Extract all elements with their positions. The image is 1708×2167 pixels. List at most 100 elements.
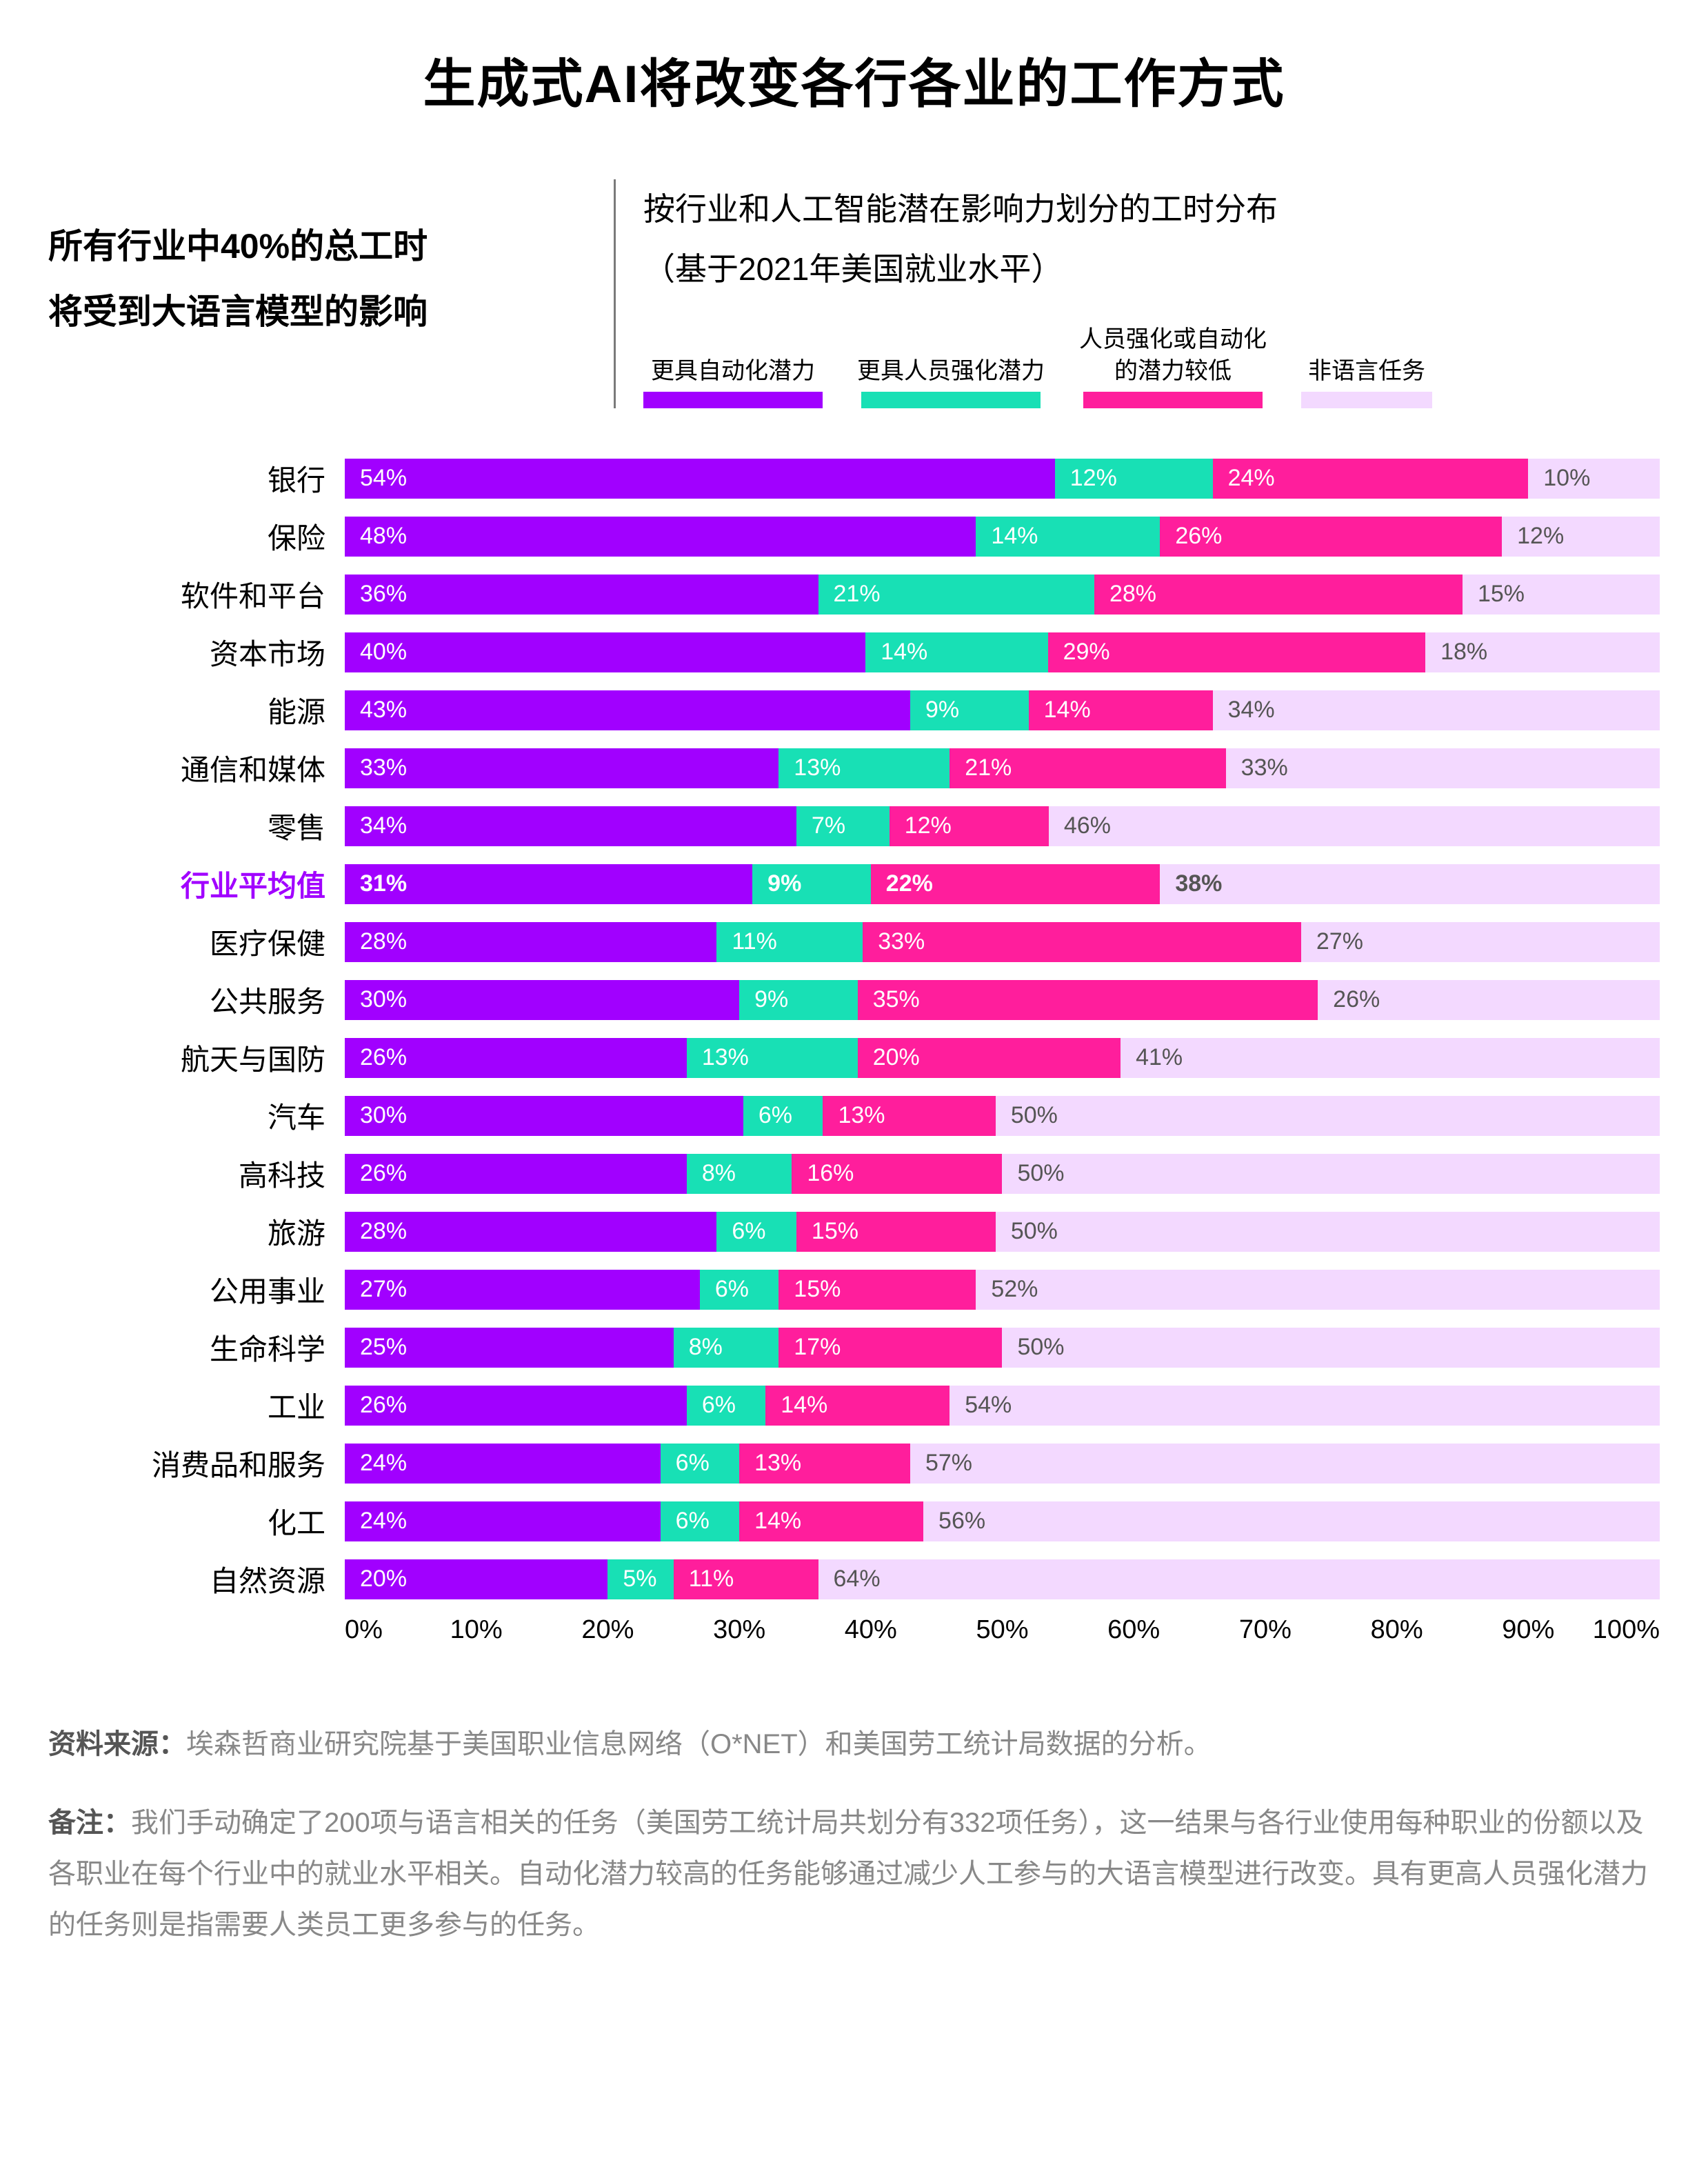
legend-swatch (861, 392, 1041, 408)
bar-segment: 6% (716, 1212, 796, 1252)
axis-tick: 60% (1107, 1615, 1160, 1645)
legend-label: 更具人员强化潜力 (857, 356, 1045, 388)
row-label: 自然资源 (48, 1550, 345, 1608)
table-row: 27%6%15%52% (345, 1261, 1660, 1319)
intro-right-line1: 按行业和人工智能潜在影响力划分的工时分布 (643, 179, 1660, 239)
row-label: 高科技 (48, 1145, 345, 1203)
source-lead: 资料来源： (48, 1729, 186, 1759)
table-row: 40%14%29%18% (345, 623, 1660, 681)
stacked-bar: 26%13%20%41% (345, 1038, 1660, 1078)
bar-segment: 28% (345, 1212, 716, 1252)
table-row: 31%9%22%38% (345, 855, 1660, 913)
bar-segment: 14% (865, 632, 1047, 672)
bar-segment: 54% (950, 1386, 1660, 1426)
bar-segment: 6% (743, 1096, 823, 1136)
note-lead: 备注： (48, 1808, 131, 1838)
table-row: 25%8%17%50% (345, 1319, 1660, 1377)
bar-segment: 33% (863, 922, 1301, 962)
legend-item: 非语言任务 (1301, 356, 1432, 408)
bar-segment: 6% (687, 1386, 765, 1426)
stacked-bar: 31%9%22%38% (345, 864, 1660, 904)
legend-item: 更具人员强化潜力 (857, 356, 1045, 408)
row-label: 消费品和服务 (48, 1435, 345, 1492)
bar-segment: 22% (871, 864, 1161, 904)
row-label: 旅游 (48, 1203, 345, 1261)
stacked-bar: 36%21%28%15% (345, 575, 1660, 615)
table-row: 36%21%28%15% (345, 566, 1660, 623)
legend-label: 非语言任务 (1308, 356, 1425, 388)
bar-segment: 14% (1029, 690, 1213, 730)
bar-segment: 16% (792, 1154, 1002, 1194)
bar-segment: 50% (996, 1212, 1660, 1252)
bar-segment: 18% (1425, 632, 1660, 672)
intro-row: 所有行业中40%的总工时 将受到大语言模型的影响 按行业和人工智能潜在影响力划分… (48, 179, 1660, 408)
stacked-bar: 24%6%14%56% (345, 1501, 1660, 1541)
axis-tick: 40% (845, 1615, 897, 1645)
bar-segment: 36% (345, 575, 818, 615)
bar-segment: 52% (976, 1270, 1660, 1310)
bar-segment: 6% (661, 1501, 739, 1541)
axis-tick: 0% (345, 1615, 383, 1645)
intro-right-line2: （基于2021年美国就业水平） (643, 239, 1660, 299)
table-row: 43%9%14%34% (345, 681, 1660, 739)
axis-tick: 80% (1371, 1615, 1423, 1645)
stacked-bar: 54%12%24%10% (345, 459, 1660, 499)
bar-segment: 14% (765, 1386, 950, 1426)
bar-segment: 10% (1528, 459, 1660, 499)
row-label: 零售 (48, 797, 345, 855)
bar-segment: 6% (661, 1444, 739, 1484)
bar-segment: 17% (778, 1328, 1002, 1368)
row-label: 公共服务 (48, 971, 345, 1029)
bar-segment: 11% (716, 922, 863, 962)
table-row: 24%6%13%57% (345, 1435, 1660, 1492)
chart-area: 银行保险软件和平台资本市场能源通信和媒体零售行业平均值医疗保健公共服务航天与国防… (48, 450, 1660, 1657)
bar-segment: 31% (345, 864, 752, 904)
row-label: 航天与国防 (48, 1029, 345, 1087)
table-row: 48%14%26%12% (345, 508, 1660, 566)
bar-segment: 11% (674, 1559, 818, 1599)
bar-segment: 28% (345, 922, 716, 962)
bar-segment: 33% (345, 748, 778, 788)
bar-segment: 9% (910, 690, 1029, 730)
legend-swatch (1301, 392, 1432, 408)
bar-segment: 30% (345, 980, 739, 1020)
stacked-bar: 20%5%11%64% (345, 1559, 1660, 1599)
bar-segment: 57% (910, 1444, 1660, 1484)
row-label: 软件和平台 (48, 566, 345, 623)
source-text: 埃森哲商业研究院基于美国职业信息网络（O*NET）和美国劳工统计局数据的分析。 (186, 1729, 1212, 1759)
bar-segment: 25% (345, 1328, 674, 1368)
row-label: 资本市场 (48, 623, 345, 681)
stacked-bar: 26%8%16%50% (345, 1154, 1660, 1194)
row-label: 保险 (48, 508, 345, 566)
bar-segment: 21% (818, 575, 1094, 615)
axis-tick: 10% (450, 1615, 503, 1645)
row-label: 化工 (48, 1492, 345, 1550)
chart-legend: 更具自动化潜力更具人员强化潜力人员强化或自动化的潜力较低非语言任务 (643, 324, 1660, 408)
legend-label: 人员强化或自动化的潜力较低 (1079, 324, 1267, 388)
bar-segment: 6% (700, 1270, 778, 1310)
bar-segment: 24% (1213, 459, 1529, 499)
note-text: 我们手动确定了200项与语言相关的任务（美国劳工统计局共划分有332项任务），这… (48, 1808, 1648, 1940)
bar-segment: 26% (1318, 980, 1660, 1020)
bar-segment: 26% (1160, 517, 1502, 557)
stacked-bar: 27%6%15%52% (345, 1270, 1660, 1310)
stacked-bar: 48%14%26%12% (345, 517, 1660, 557)
bar-segment: 9% (739, 980, 858, 1020)
bar-segment: 15% (1463, 575, 1660, 615)
bar-segment: 12% (890, 806, 1049, 846)
bar-segment: 21% (950, 748, 1225, 788)
bar-segment: 38% (1160, 864, 1660, 904)
bar-segment: 28% (1094, 575, 1463, 615)
stacked-bar: 30%6%13%50% (345, 1096, 1660, 1136)
intro-left-line2: 将受到大语言模型的影响 (48, 279, 586, 345)
bar-segment: 43% (345, 690, 910, 730)
table-row: 20%5%11%64% (345, 1550, 1660, 1608)
bar-segment: 13% (687, 1038, 858, 1078)
bar-segment: 7% (796, 806, 890, 846)
bar-segment: 13% (778, 748, 950, 788)
bar-segment: 12% (1502, 517, 1660, 557)
bar-segment: 13% (739, 1444, 910, 1484)
intro-left: 所有行业中40%的总工时 将受到大语言模型的影响 (48, 179, 614, 408)
axis-tick: 70% (1239, 1615, 1292, 1645)
x-axis: 0%10%20%30%40%50%60%70%80%90%100% (345, 1615, 1660, 1657)
